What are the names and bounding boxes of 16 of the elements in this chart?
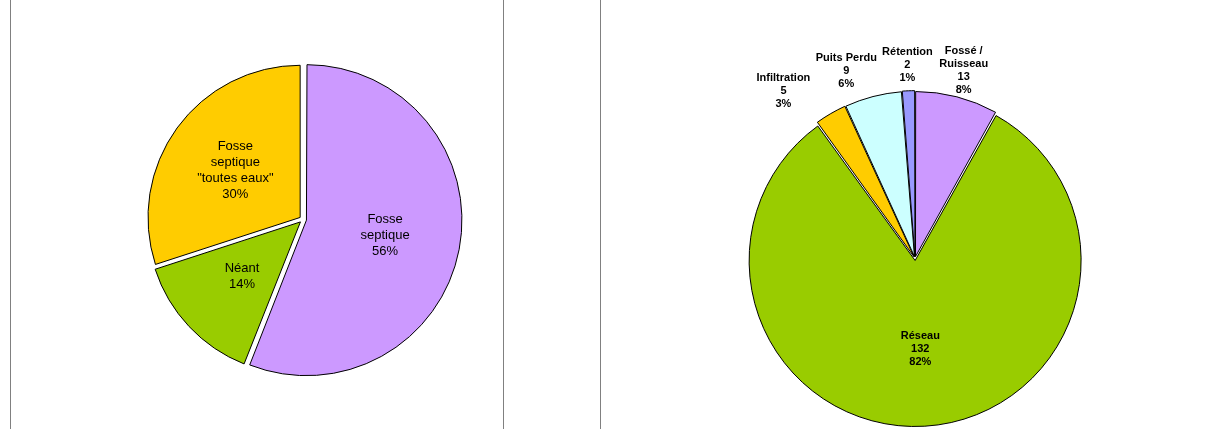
data-label: 9 6% <box>838 63 855 89</box>
data-label: 14% <box>229 276 256 292</box>
data-label: 2 1% <box>899 57 916 83</box>
slice-label: Puits Perdu <box>815 50 877 63</box>
data-label: 5 3% <box>775 83 792 109</box>
slice-label: Néant <box>224 260 260 276</box>
slice-label: Réseau <box>900 328 940 341</box>
slice-label: Fosse septique <box>360 210 410 242</box>
data-label: 13 8% <box>955 70 972 96</box>
slice-label: Rétention <box>882 44 934 57</box>
slice-label: Fosse septique "toutes eaux" <box>197 137 274 185</box>
data-label: 30% <box>222 185 249 201</box>
slice-label: Infiltration <box>756 70 811 83</box>
data-label: 132 82% <box>909 341 932 367</box>
data-label: 56% <box>372 242 399 258</box>
slice-label: Fossé / Ruisseau <box>939 44 989 70</box>
